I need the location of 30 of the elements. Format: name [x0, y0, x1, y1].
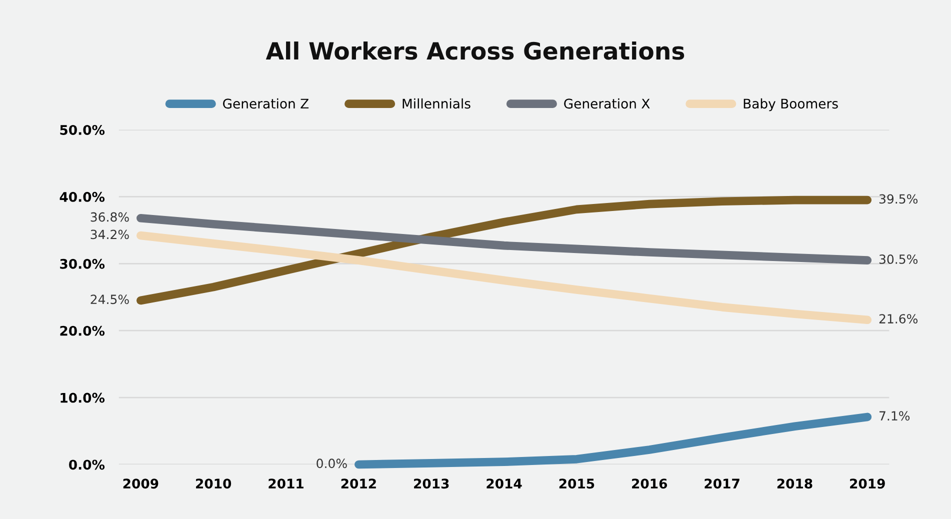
- x-tick-label: 2015: [559, 478, 594, 489]
- x-tick-label: 2011: [268, 478, 304, 489]
- legend-label: Millennials: [402, 98, 470, 109]
- x-tick-label: 2016: [632, 478, 668, 489]
- data-label: 21.6%: [879, 314, 918, 324]
- y-tick-label: 20.0%: [60, 326, 105, 336]
- legend-label: Baby Boomers: [744, 98, 838, 112]
- y-tick-label: 30.0%: [60, 258, 105, 269]
- data-label: 30.5%: [879, 254, 918, 264]
- legend-label: Generation X: [564, 98, 650, 109]
- x-tick-label: 2013: [414, 478, 449, 489]
- y-tick-label: 10.0%: [60, 392, 105, 403]
- chart-title: All Workers Across Generations: [266, 42, 684, 60]
- x-tick-label: 2012: [341, 478, 376, 489]
- x-tick-label: 2018: [777, 478, 812, 489]
- data-label: 34.2%: [90, 230, 129, 240]
- x-tick-label: 2009: [123, 478, 158, 489]
- y-tick-label: 50.0%: [60, 124, 105, 135]
- y-tick-label: 0.0%: [69, 460, 105, 470]
- x-tick-label: 2010: [196, 478, 232, 489]
- legend-label: Generation Z: [223, 98, 309, 109]
- data-label: 36.8%: [90, 212, 129, 222]
- x-tick-label: 2017: [704, 478, 740, 489]
- x-tick-label: 2019: [850, 478, 885, 489]
- data-label: 0.0%: [316, 458, 347, 468]
- data-label: 24.5%: [90, 294, 129, 304]
- data-label: 39.5%: [879, 194, 918, 204]
- y-tick-label: 40.0%: [60, 192, 105, 202]
- x-tick-label: 2014: [486, 478, 522, 489]
- data-label: 7.1%: [880, 411, 910, 421]
